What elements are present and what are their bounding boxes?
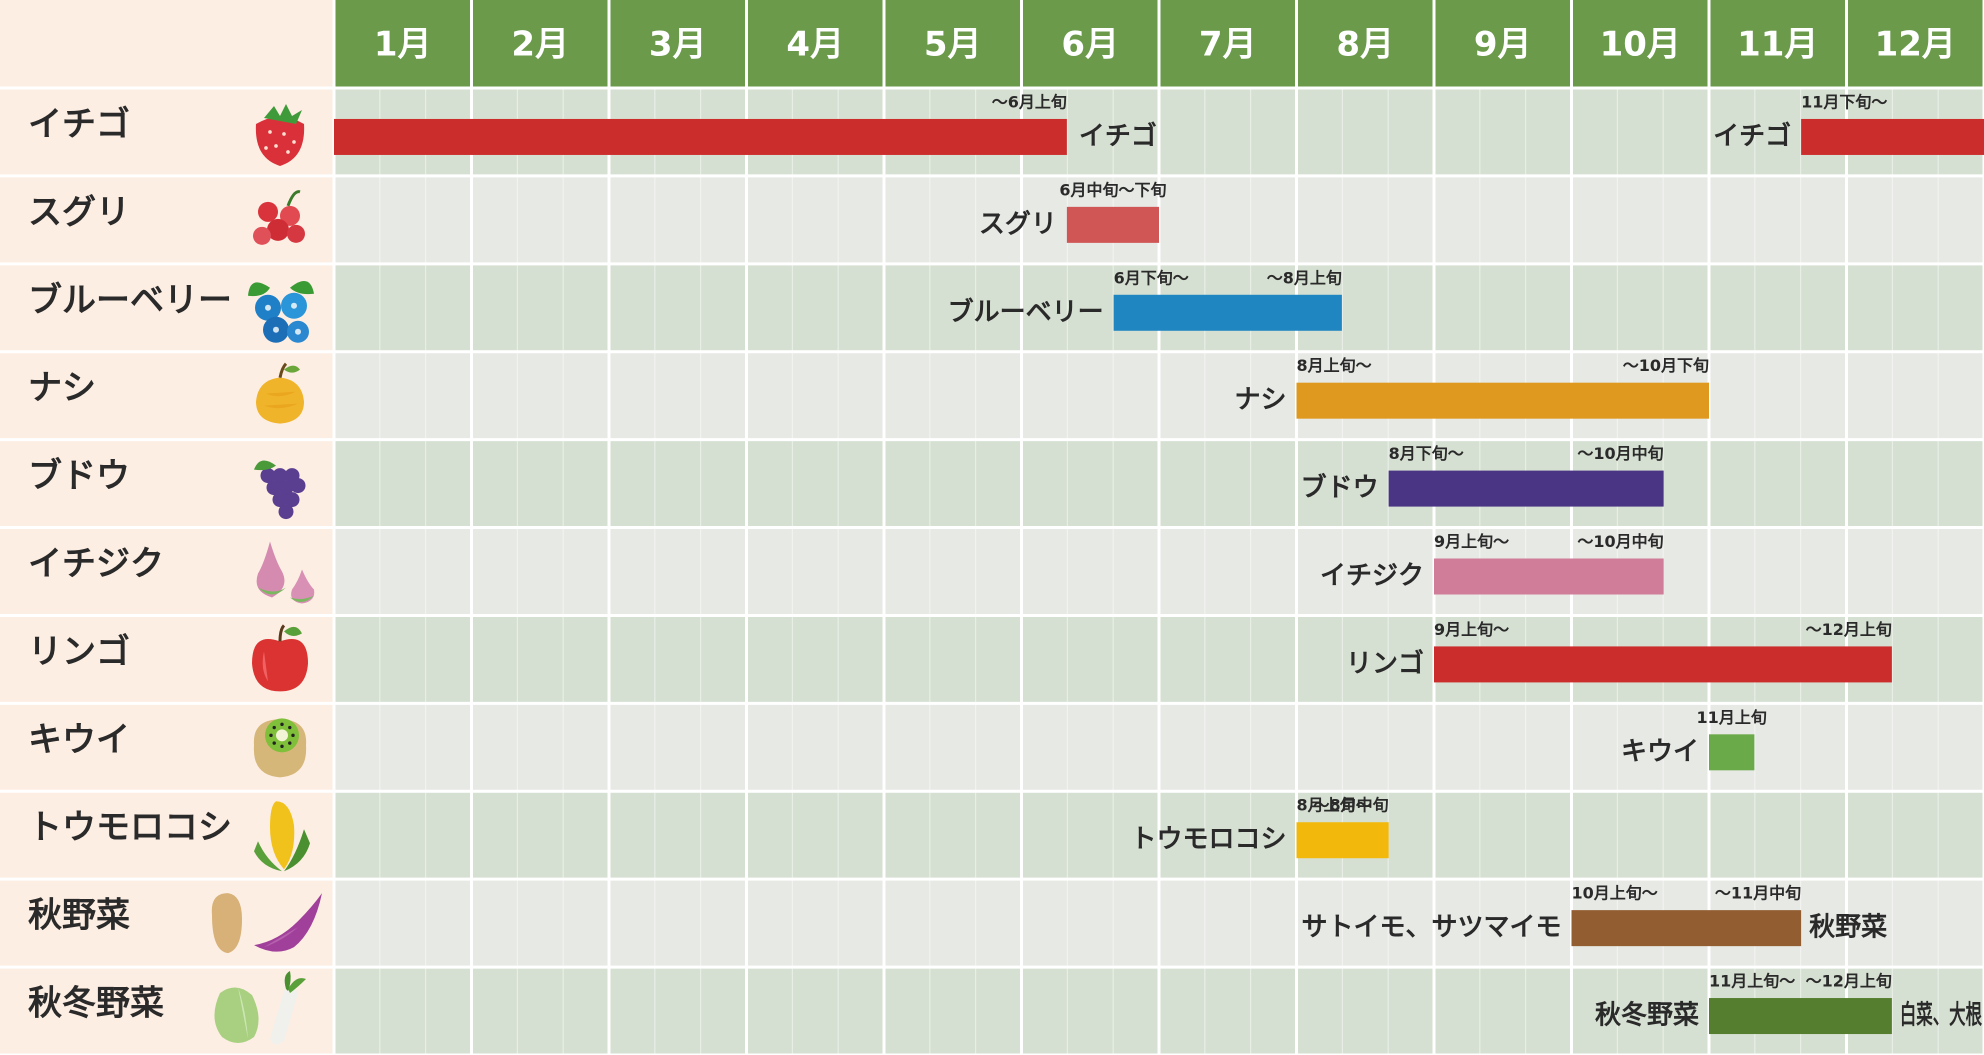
bar-label: ブドウ xyxy=(1301,472,1379,503)
bar-note-end: 〜10月下旬 xyxy=(1623,356,1709,375)
month-label: 4月 xyxy=(786,25,844,65)
cabbage-radish-icon xyxy=(214,971,306,1045)
month-label: 9月 xyxy=(1474,25,1532,65)
bar-label: 秋冬野菜 xyxy=(1595,1001,1699,1031)
grape-icon xyxy=(254,460,306,520)
bar-label: イチゴ xyxy=(1079,120,1157,151)
harvest-bar xyxy=(1113,294,1342,331)
month-label: 7月 xyxy=(1199,25,1257,65)
bar-label: ブルーベリー xyxy=(948,296,1104,327)
row-label: 秋野菜 xyxy=(28,896,130,936)
bar-note-end: 〜6月上旬 xyxy=(992,92,1067,111)
bar-label: サトイモ、サツマイモ xyxy=(1301,913,1561,943)
bar-note-start: 9月上旬〜 xyxy=(1434,620,1509,639)
harvest-bar xyxy=(1571,910,1802,947)
harvest-bar xyxy=(1434,558,1664,595)
apple-icon xyxy=(252,624,308,692)
bar-note-end: 〜8月上旬 xyxy=(1267,268,1342,287)
pear-icon xyxy=(256,362,304,424)
bar-label-secondary: 秋野菜 xyxy=(1809,913,1887,943)
row-label: ナシ xyxy=(28,368,96,408)
month-label: 1月 xyxy=(374,25,432,65)
row-label: リンゴ xyxy=(28,632,130,672)
bar-note-start: 11月上旬〜 xyxy=(1709,972,1795,991)
bar-label: イチゴ xyxy=(1713,120,1791,151)
bar-note-start: 11月下旬〜 xyxy=(1801,92,1887,111)
harvest-bar xyxy=(1709,734,1755,771)
bar-note-end: 〜12月上旬 xyxy=(1806,620,1892,639)
bar-label: キウイ xyxy=(1621,737,1699,767)
month-label: 2月 xyxy=(511,25,569,65)
fig-icon xyxy=(256,541,315,604)
month-label: 5月 xyxy=(924,25,982,65)
bar-label-secondary: 白菜、大根 xyxy=(1900,1000,1982,1031)
harvest-bar xyxy=(1388,470,1664,507)
bar-note-end: 〜8月中旬 xyxy=(1313,796,1388,815)
bar-note-start: 8月下旬〜 xyxy=(1389,444,1464,463)
harvest-bar xyxy=(1709,998,1892,1035)
bar-note-end: 〜10月中旬 xyxy=(1577,444,1663,463)
row-label: イチゴ xyxy=(28,104,130,144)
row-label: ブドウ xyxy=(28,456,130,496)
harvest-bar xyxy=(1066,206,1159,243)
kiwi-icon xyxy=(253,718,307,778)
row-label: ブルーベリー xyxy=(28,280,232,320)
bar-note-start: 6月下旬〜 xyxy=(1114,268,1189,287)
bar-note-start: 8月上旬〜 xyxy=(1297,796,1372,815)
bar-note-start: 9月上旬〜 xyxy=(1434,532,1509,551)
bar-label: トウモロコシ xyxy=(1130,825,1286,855)
harvest-bar xyxy=(1801,118,1984,155)
month-label: 6月 xyxy=(1061,25,1119,65)
bar-label: イチジク xyxy=(1320,561,1424,591)
row-label: スグリ xyxy=(28,192,130,232)
bar-note-end: 〜12月上旬 xyxy=(1806,972,1892,991)
corn-icon xyxy=(254,801,310,872)
bar-note-end: 〜10月中旬 xyxy=(1577,532,1663,551)
row-label: イチジク xyxy=(28,544,164,584)
harvest-bar xyxy=(1434,646,1892,683)
row-label: キウイ xyxy=(28,720,130,760)
taro-sweet-potato-icon xyxy=(211,893,322,954)
month-label: 12月 xyxy=(1875,25,1956,65)
row-label: 秋冬野菜 xyxy=(28,984,164,1024)
harvest-bar xyxy=(1296,382,1709,419)
month-label: 3月 xyxy=(649,25,707,65)
harvest-bar xyxy=(334,118,1067,155)
bar-note-start: 8月上旬〜 xyxy=(1297,356,1372,375)
bar-note-center: 11月上旬 xyxy=(1697,708,1767,727)
bar-note-center: 6月中旬〜下旬 xyxy=(1059,180,1166,199)
bar-label: スグリ xyxy=(979,209,1057,239)
month-label: 11月 xyxy=(1737,25,1818,65)
bar-note-start: 10月上旬〜 xyxy=(1572,884,1658,903)
blueberry-icon xyxy=(248,281,314,343)
harvest-bar xyxy=(1296,822,1389,859)
bar-note-end: 〜11月中旬 xyxy=(1715,884,1801,903)
bar-label: ナシ xyxy=(1234,385,1286,415)
month-label: 8月 xyxy=(1336,25,1394,65)
row-label: トウモロコシ xyxy=(28,808,232,848)
currant-icon xyxy=(253,190,305,245)
bar-label: リンゴ xyxy=(1346,648,1424,679)
strawberry-icon xyxy=(255,103,305,166)
month-label: 10月 xyxy=(1600,25,1681,65)
